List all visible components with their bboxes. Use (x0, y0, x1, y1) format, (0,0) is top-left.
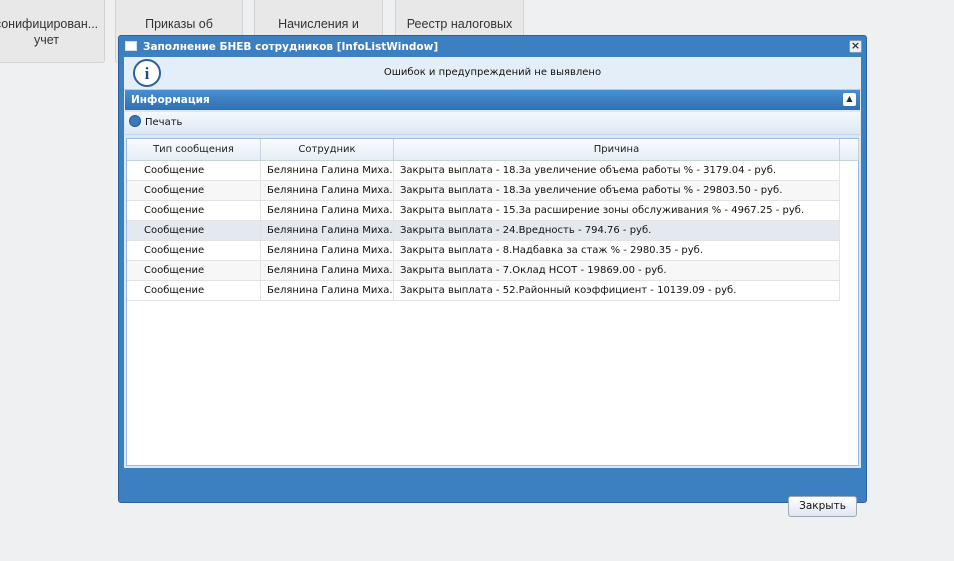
table-cell: Сообщение (127, 261, 261, 280)
table-row[interactable]: Сообщение Белянина Галина Миха... Закрыта … (127, 181, 840, 201)
table-cell: Белянина Галина Миха... (261, 221, 394, 240)
table-cell: Закрыта выплата - 7.Оклад НСОТ - 19869.0… (394, 261, 840, 280)
toolbar: Печать (125, 112, 860, 135)
table-cell: Сообщение (127, 201, 261, 220)
tile-label: Реестр налоговых (406, 17, 513, 31)
table-cell: Сообщение (127, 221, 261, 240)
table-cell: Закрыта выплата - 52.Районный коэффициен… (394, 281, 840, 300)
message-bar: i Ошибок и предупреждений не выявлено (124, 57, 861, 90)
print-label: Печать (145, 117, 183, 128)
table-cell: Закрыта выплата - 8.Надбавка за стаж % -… (394, 241, 840, 260)
tile-label: Начисления и (278, 17, 359, 31)
panel-header: Информация ▲ (125, 90, 860, 110)
tile-label: учет (33, 33, 60, 47)
table-cell: Сообщение (127, 281, 261, 300)
table-cell: Белянина Галина Миха... (261, 201, 394, 220)
table-cell: Белянина Галина Миха... (261, 261, 394, 280)
svg-text:i: i (145, 64, 150, 83)
column-header[interactable]: Сотрудник (261, 139, 394, 161)
table-row[interactable]: Сообщение Белянина Галина Миха... Закрыта … (127, 261, 840, 281)
close-x[interactable]: × (849, 39, 862, 53)
window-title: Заполнение БНЕВ сотрудников [InfoListWin… (143, 41, 439, 53)
column-header[interactable]: Причина (394, 139, 840, 161)
column-header[interactable]: Тип сообщения (127, 139, 261, 161)
status-message: Ошибок и предупреждений не выявлено (383, 67, 602, 78)
tile-label: Приказы об (145, 17, 213, 31)
collapse-button[interactable]: ▲ (843, 93, 856, 106)
table-cell: Закрыта выплата - 24.Вредность - 794.76 … (394, 221, 840, 240)
close-button[interactable]: Закрыть (788, 496, 857, 517)
table-cell: Сообщение (127, 241, 261, 260)
table-cell: Закрыта выплата - 15.За расширение зоны … (394, 201, 840, 220)
window-body: i Ошибок и предупреждений не выявлено Ин… (124, 57, 861, 517)
table-row[interactable]: Сообщение Белянина Галина Миха... Закрыта … (127, 161, 840, 181)
table-row[interactable]: Сообщение Белянина Галина Миха... Закрыта … (127, 281, 840, 301)
tile-label: сонифицирован... (0, 17, 99, 31)
table-row[interactable]: Сообщение Белянина Галина Миха... Закрыта … (127, 221, 840, 241)
table-cell: Белянина Галина Миха... (261, 281, 394, 300)
table-cell: Сообщение (127, 181, 261, 200)
table-cell: Сообщение (127, 161, 261, 180)
table-cell: Закрыта выплата - 18.За увеличение объем… (394, 161, 840, 180)
table-row[interactable]: Сообщение Белянина Галина Миха... Закрыта … (127, 201, 840, 221)
info-icon: i (133, 59, 161, 87)
print-button[interactable]: Печать (129, 115, 182, 131)
table-cell: Белянина Галина Миха... (261, 181, 394, 200)
tile[interactable]: сонифицирован... учет (0, 0, 105, 63)
table-cell: Белянина Галина Миха... (261, 161, 394, 180)
grid: Тип сообщения Сотрудник Причина Сообщение Бе… (126, 138, 859, 466)
table-cell: Закрыта выплата - 18.За увеличение объем… (394, 181, 840, 200)
panel-title: Информация (131, 94, 210, 106)
table-cell: Белянина Галина Миха... (261, 241, 394, 260)
table-row[interactable]: Сообщение Белянина Галина Миха... Закрыта … (127, 241, 840, 261)
header-filler (840, 139, 859, 161)
dialog-window: Заполнение БНЕВ сотрудников [InfoListWin… (118, 35, 867, 517)
window-icon (125, 41, 137, 51)
